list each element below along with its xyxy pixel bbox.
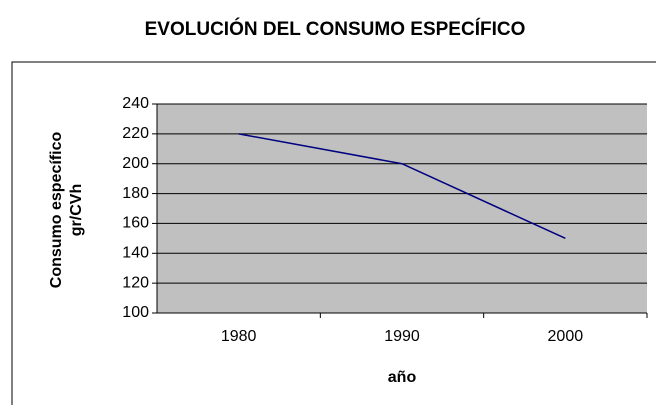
y-axis-label: gr/CVh xyxy=(68,184,85,236)
data-line xyxy=(238,133,566,240)
y-tick-label: 240 xyxy=(122,95,149,112)
y-tick-label: 160 xyxy=(122,215,149,232)
x-axis-label: año xyxy=(388,369,417,386)
y-tick-label: 100 xyxy=(122,304,149,321)
y-tick-label: 120 xyxy=(122,274,149,291)
y-tick-label: 220 xyxy=(122,125,149,142)
y-axis-label: Consumo específico xyxy=(48,132,65,289)
y-tick-label: 200 xyxy=(122,155,149,172)
y-tick-label: 180 xyxy=(122,185,149,202)
x-tick-label: 1990 xyxy=(384,328,420,345)
x-tick-label: 1980 xyxy=(221,328,257,345)
y-tick-label: 140 xyxy=(122,245,149,262)
chart-title: EVOLUCIÓN DEL CONSUMO ESPECÍFICO xyxy=(145,18,526,40)
x-tick-label: 2000 xyxy=(548,328,584,345)
plot-area xyxy=(157,104,647,313)
